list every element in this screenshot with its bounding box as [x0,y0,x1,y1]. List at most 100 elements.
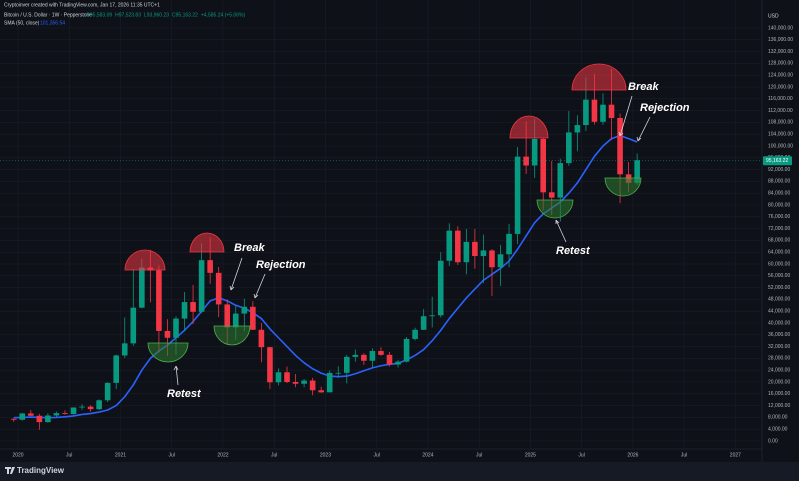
candle-body [87,406,94,410]
candle-body [403,338,410,362]
ohlc-value: L93,960.23 [144,12,169,18]
price-tag [763,156,792,166]
x-tick-label: 2022 [217,452,228,458]
annotation: Retest [556,245,591,257]
candle-body [617,117,623,175]
y-tick-label: 80,000.00 [768,202,790,208]
y-tick-label: 76,000.00 [768,214,790,220]
candle-body [514,156,521,234]
candle-body [608,104,615,118]
candle-body [386,354,393,365]
x-tick-label: Jul [66,452,72,458]
x-tick-label: Jul [681,452,687,458]
candle-body [634,160,640,183]
y-tick-label: 84,000.00 [768,191,790,197]
top-dome [124,249,166,271]
top-dome [189,232,225,253]
ohlc-value: H97,523.83 [115,12,141,18]
candle-body [326,372,333,393]
arrow [618,95,633,137]
candle-body [497,254,504,268]
candle-body [506,233,512,255]
candle-body [250,306,256,330]
ohlc-value: O95,583.09 [86,12,112,18]
candle-body [412,329,418,339]
candle-body [420,316,427,330]
candle-body [557,163,564,198]
currency: USD [768,13,779,19]
candle-body [540,138,547,193]
candle-body [190,302,196,312]
candle-body [181,302,188,319]
y-tick-label: 128,000.00 [768,61,793,67]
candle-body [113,355,120,383]
candles [10,68,640,430]
arrow [173,365,179,386]
x-tick-label: 2026 [627,452,638,458]
candle-body [258,329,265,348]
x-tick-label: 2021 [115,452,126,458]
candle-body [600,104,606,122]
candle-body [583,99,589,126]
candle-body [36,415,43,423]
y-tick-label: 24,000.00 [768,368,790,374]
candle-body [173,318,179,338]
candle-body [343,356,350,373]
annotation: Retest [167,388,202,400]
y-tick-label: 56,000.00 [768,273,790,279]
y-tick-label: 132,000.00 [768,49,793,55]
y-tick-label: 8,000.00 [768,415,788,421]
y-tick-label: 4,000.00 [768,427,788,433]
candle-body [53,413,60,416]
candle-body [480,250,487,257]
y-tick-label: 32,000.00 [768,344,790,350]
y-tick-label: 52,000.00 [768,285,790,291]
candle-body [139,267,145,308]
annotation: Rejection [256,259,306,271]
candle-body [96,400,102,410]
candle-body [361,354,367,361]
sma-name: SMA (50, close) [4,20,40,26]
y-tick-label: 92,000.00 [768,167,790,173]
candle-body [455,230,461,263]
candle-body [198,260,205,312]
annotation: Break [628,81,659,93]
candle-body [292,382,299,384]
y-tick-label: 124,000.00 [768,73,793,79]
annotation: Rejection [640,102,690,114]
retest-bowl [536,199,574,219]
candle-body [395,361,401,365]
candle-body [224,304,231,328]
footer-bar [0,462,799,481]
y-tick-label: 104,000.00 [768,132,793,138]
retest-bowl [213,325,251,346]
sma-value: 101,356.54 [40,20,65,26]
candle-body [104,382,111,401]
candle-body [352,354,359,357]
credit: Cryptoinver created with TradingView.com… [4,2,160,8]
candle-body [275,372,282,383]
x-tick-label: 2023 [320,452,331,458]
y-tick-label: 20,000.00 [768,379,790,385]
candle-body [472,241,478,257]
y-tick-label: 108,000.00 [768,120,793,126]
arrow [636,116,651,142]
candle-body [19,413,26,420]
brand: TradingView [5,466,65,475]
candle-body [309,380,316,391]
arrow [253,273,266,299]
y-tick-label: 64,000.00 [768,250,790,256]
candle-body [523,156,529,166]
x-tick-label: Jul [476,452,482,458]
candle-body [156,270,162,331]
retest-bowl [604,177,642,197]
y-tick-label: 44,000.00 [768,309,790,315]
ohlc-value: +4,585.24 (+5.06%) [201,12,246,18]
y-tick-label: 68,000.00 [768,238,790,244]
candle-body [267,347,273,383]
y-tick-label: 136,000.00 [768,37,793,43]
x-tick-label: Jul [373,452,379,458]
candle-body [121,343,128,356]
candle-body [207,260,213,273]
